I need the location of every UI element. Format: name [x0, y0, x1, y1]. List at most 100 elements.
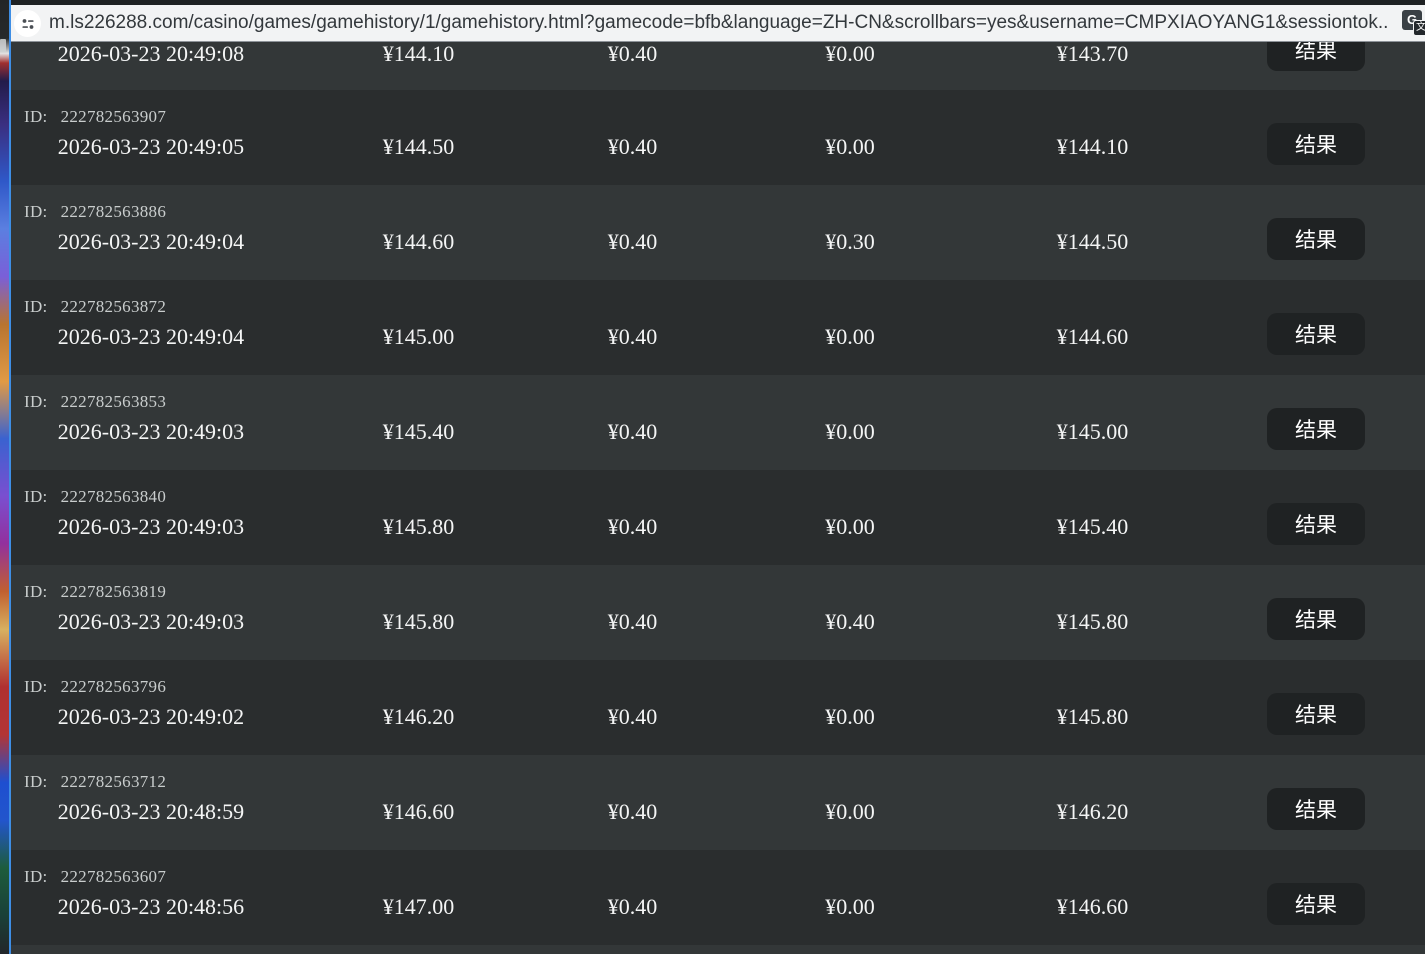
- next-row-partial-edge: [0, 945, 1425, 954]
- history-row: ID: 222782563796 2026-03-23 20:49:02 ¥146…: [0, 660, 1425, 755]
- row-timestamp: 2026-03-23 20:49:03: [57, 514, 245, 539]
- result-button[interactable]: 结果: [1267, 693, 1365, 735]
- row-timestamp: 2026-03-23 20:49:04: [57, 229, 245, 254]
- viewport-edge-line: [9, 0, 11, 954]
- row-values-line: 2026-03-23 20:49:05 ¥144.50 ¥0.40 ¥0.00 …: [0, 136, 1215, 158]
- row-id-label: ID:: [24, 772, 48, 791]
- result-button[interactable]: 结果: [1267, 408, 1365, 450]
- result-button[interactable]: 结果: [1267, 503, 1365, 545]
- row-balance-after: ¥144.10: [1056, 134, 1129, 159]
- row-id-label: ID:: [24, 107, 48, 126]
- row-win-amount: ¥0.00: [825, 894, 875, 919]
- row-bet-amount: ¥0.40: [607, 799, 658, 824]
- row-id-value: 222782563819: [60, 582, 167, 601]
- row-id-value: 222782563872: [60, 297, 167, 316]
- history-row: ID: 222782563712 2026-03-23 20:48:59 ¥146…: [0, 755, 1425, 850]
- row-balance-before: ¥144.60: [382, 229, 455, 254]
- history-row: ID: 222782563840 2026-03-23 20:49:03 ¥145…: [0, 470, 1425, 565]
- translate-zh-glyph: 文: [1413, 20, 1425, 36]
- row-id-line: ID: 222782563796: [24, 678, 166, 695]
- row-id-line: ID: 222782563840: [24, 488, 166, 505]
- history-row: ID: 222782563907 2026-03-23 20:49:05 ¥144…: [0, 90, 1425, 185]
- row-balance-before: ¥144.10: [382, 42, 455, 66]
- history-row: ID: 2026-03-23 20:49:08 ¥144.10 ¥0.40 ¥0…: [0, 42, 1425, 90]
- row-id-label: ID:: [24, 392, 48, 411]
- row-id-line: ID: 222782563907: [24, 108, 166, 125]
- result-button[interactable]: 结果: [1267, 42, 1365, 71]
- row-id-value: 222782563840: [60, 487, 167, 506]
- row-win-amount: ¥0.40: [825, 609, 875, 634]
- row-id-line: ID: 222782563819: [24, 583, 166, 600]
- row-id-line: ID: 222782563872: [24, 298, 166, 315]
- result-button[interactable]: 结果: [1267, 788, 1365, 830]
- row-balance-before: ¥145.80: [382, 514, 455, 539]
- row-balance-after: ¥144.50: [1056, 229, 1129, 254]
- window-top-edge: [0, 0, 1425, 5]
- row-timestamp: 2026-03-23 20:49:02: [57, 704, 245, 729]
- result-button[interactable]: 结果: [1267, 218, 1365, 260]
- tune-icon: [21, 18, 34, 29]
- row-balance-after: ¥143.70: [1056, 42, 1129, 66]
- row-balance-before: ¥146.20: [382, 704, 455, 729]
- row-timestamp: 2026-03-23 20:48:56: [57, 894, 245, 919]
- url-text[interactable]: m.ls226288.com/casino/games/gamehistory/…: [49, 12, 1389, 33]
- history-row: ID: 222782563819 2026-03-23 20:49:03 ¥145…: [0, 565, 1425, 660]
- site-info-button[interactable]: [14, 10, 41, 37]
- history-row: ID: 222782563853 2026-03-23 20:49:03 ¥145…: [0, 375, 1425, 470]
- row-bet-amount: ¥0.40: [607, 229, 658, 254]
- row-values-line: 2026-03-23 20:49:03 ¥145.80 ¥0.40 ¥0.00 …: [0, 516, 1215, 538]
- row-id-value: 222782563886: [60, 202, 167, 221]
- row-balance-after: ¥145.80: [1056, 609, 1129, 634]
- row-timestamp: 2026-03-23 20:49:03: [57, 609, 245, 634]
- row-id-label: ID:: [24, 582, 48, 601]
- row-balance-before: ¥145.80: [382, 609, 455, 634]
- row-id-value: 222782563607: [60, 867, 167, 886]
- result-button[interactable]: 结果: [1267, 313, 1365, 355]
- row-win-amount: ¥0.00: [825, 704, 875, 729]
- row-timestamp: 2026-03-23 20:49:08: [57, 42, 245, 66]
- row-timestamp: 2026-03-23 20:49:03: [57, 419, 245, 444]
- row-balance-after: ¥145.80: [1056, 704, 1129, 729]
- row-balance-before: ¥145.00: [382, 324, 455, 349]
- row-bet-amount: ¥0.40: [607, 42, 658, 66]
- row-id-line: ID: 222782563712: [24, 773, 166, 790]
- row-timestamp: 2026-03-23 20:49:04: [57, 324, 245, 349]
- row-values-line: 2026-03-23 20:48:56 ¥147.00 ¥0.40 ¥0.00 …: [0, 896, 1215, 918]
- row-balance-before: ¥145.40: [382, 419, 455, 444]
- row-values-line: 2026-03-23 20:49:04 ¥145.00 ¥0.40 ¥0.00 …: [0, 326, 1215, 348]
- history-row: ID: 222782563607 2026-03-23 20:48:56 ¥147…: [0, 850, 1425, 945]
- row-values-line: 2026-03-23 20:49:04 ¥144.60 ¥0.40 ¥0.30 …: [0, 231, 1215, 253]
- row-bet-amount: ¥0.40: [607, 704, 658, 729]
- row-bet-amount: ¥0.40: [607, 419, 658, 444]
- row-win-amount: ¥0.00: [825, 514, 875, 539]
- row-bet-amount: ¥0.40: [607, 894, 658, 919]
- row-balance-after: ¥146.20: [1056, 799, 1129, 824]
- row-id-label: ID:: [24, 297, 48, 316]
- row-id-value: 222782563796: [60, 677, 167, 696]
- background-game-strip: [0, 0, 9, 954]
- result-button[interactable]: 结果: [1267, 123, 1365, 165]
- row-balance-after: ¥145.40: [1056, 514, 1129, 539]
- row-id-value: 222782563907: [60, 107, 167, 126]
- result-button[interactable]: 结果: [1267, 598, 1365, 640]
- row-win-amount: ¥0.30: [825, 229, 875, 254]
- background-game-artifact: [0, 39, 6, 52]
- row-values-line: 2026-03-23 20:48:59 ¥146.60 ¥0.40 ¥0.00 …: [0, 801, 1215, 823]
- row-balance-before: ¥144.50: [382, 134, 455, 159]
- row-values-line: 2026-03-23 20:49:02 ¥146.20 ¥0.40 ¥0.00 …: [0, 706, 1215, 728]
- row-bet-amount: ¥0.40: [607, 609, 658, 634]
- row-timestamp: 2026-03-23 20:49:05: [57, 134, 245, 159]
- row-win-amount: ¥0.00: [825, 324, 875, 349]
- row-win-amount: ¥0.00: [825, 419, 875, 444]
- google-translate-icon[interactable]: G 文: [1402, 10, 1425, 38]
- row-id-label: ID:: [24, 202, 48, 221]
- row-values-line: 2026-03-23 20:49:03 ¥145.80 ¥0.40 ¥0.40 …: [0, 611, 1215, 633]
- row-values-line: 2026-03-23 20:49:03 ¥145.40 ¥0.40 ¥0.00 …: [0, 421, 1215, 443]
- result-button[interactable]: 结果: [1267, 883, 1365, 925]
- row-id-value: 222782563853: [60, 392, 167, 411]
- url-bar[interactable]: m.ls226288.com/casino/games/gamehistory/…: [0, 5, 1425, 42]
- row-bet-amount: ¥0.40: [607, 324, 658, 349]
- row-id-line: ID: 222782563853: [24, 393, 166, 410]
- row-balance-after: ¥145.00: [1056, 419, 1129, 444]
- row-win-amount: ¥0.00: [825, 42, 875, 66]
